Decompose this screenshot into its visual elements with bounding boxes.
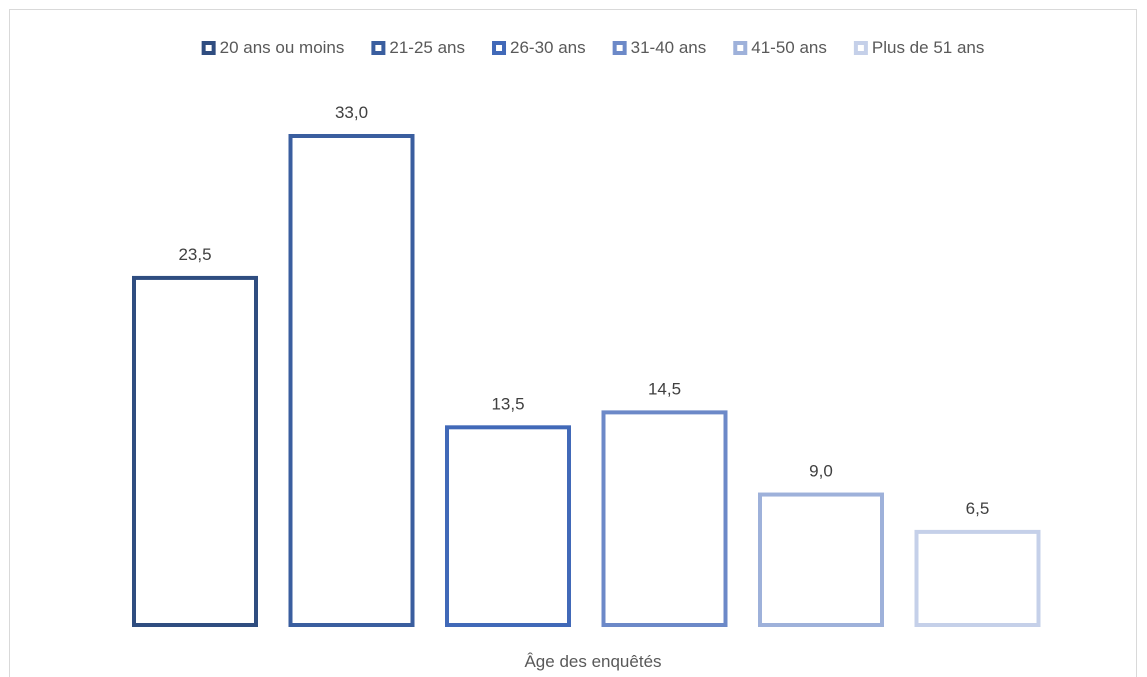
data-label-1: 23,5 (178, 245, 211, 264)
data-label-2: 33,0 (335, 103, 368, 122)
legend-label-2: 21-25 ans (389, 38, 465, 57)
legend-marker-2 (371, 41, 386, 55)
bars-group (132, 134, 1041, 627)
legend-label-3: 26-30 ans (510, 38, 586, 57)
data-labels-group: 23,5 33,0 13,5 14,5 9,0 6,5 (178, 103, 989, 518)
bar-1 (132, 275, 258, 627)
x-axis-label: Âge des enquêtés (524, 652, 661, 671)
legend-label-4: 31-40 ans (631, 38, 707, 57)
bar-2 (288, 134, 415, 627)
legend: 20 ans ou moins 21-25 ans 26-30 ans 31-40 a… (201, 38, 984, 57)
data-label-4: 14,5 (648, 379, 681, 398)
legend-label-5: 41-50 ans (751, 38, 827, 57)
bar-3 (445, 425, 571, 627)
legend-marker-4 (612, 41, 627, 55)
bar-4 (601, 410, 728, 627)
legend-marker-5 (733, 41, 748, 55)
data-label-6: 6,5 (966, 499, 990, 518)
legend-marker-1 (201, 41, 216, 55)
data-label-3: 13,5 (491, 394, 524, 413)
bar-5 (758, 492, 884, 627)
legend-marker-6 (853, 41, 868, 55)
data-label-5: 9,0 (809, 462, 833, 481)
legend-label-6: Plus de 51 ans (872, 38, 984, 57)
legend-marker-3 (492, 41, 507, 55)
bar-6 (914, 529, 1041, 627)
legend-label-1: 20 ans ou moins (220, 38, 345, 57)
